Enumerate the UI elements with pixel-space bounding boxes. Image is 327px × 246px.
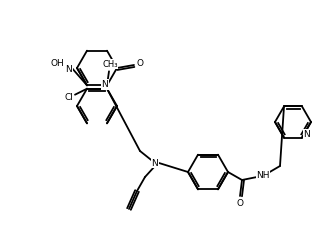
Text: O: O — [136, 60, 144, 68]
Text: N: N — [304, 130, 310, 139]
Text: O: O — [236, 199, 244, 207]
Text: OH: OH — [50, 59, 64, 68]
Text: NH: NH — [256, 170, 270, 180]
Text: N: N — [65, 64, 72, 74]
Text: N: N — [152, 158, 158, 168]
Text: Cl: Cl — [64, 93, 74, 102]
Text: N: N — [102, 80, 108, 89]
Text: CH₃: CH₃ — [102, 60, 118, 69]
